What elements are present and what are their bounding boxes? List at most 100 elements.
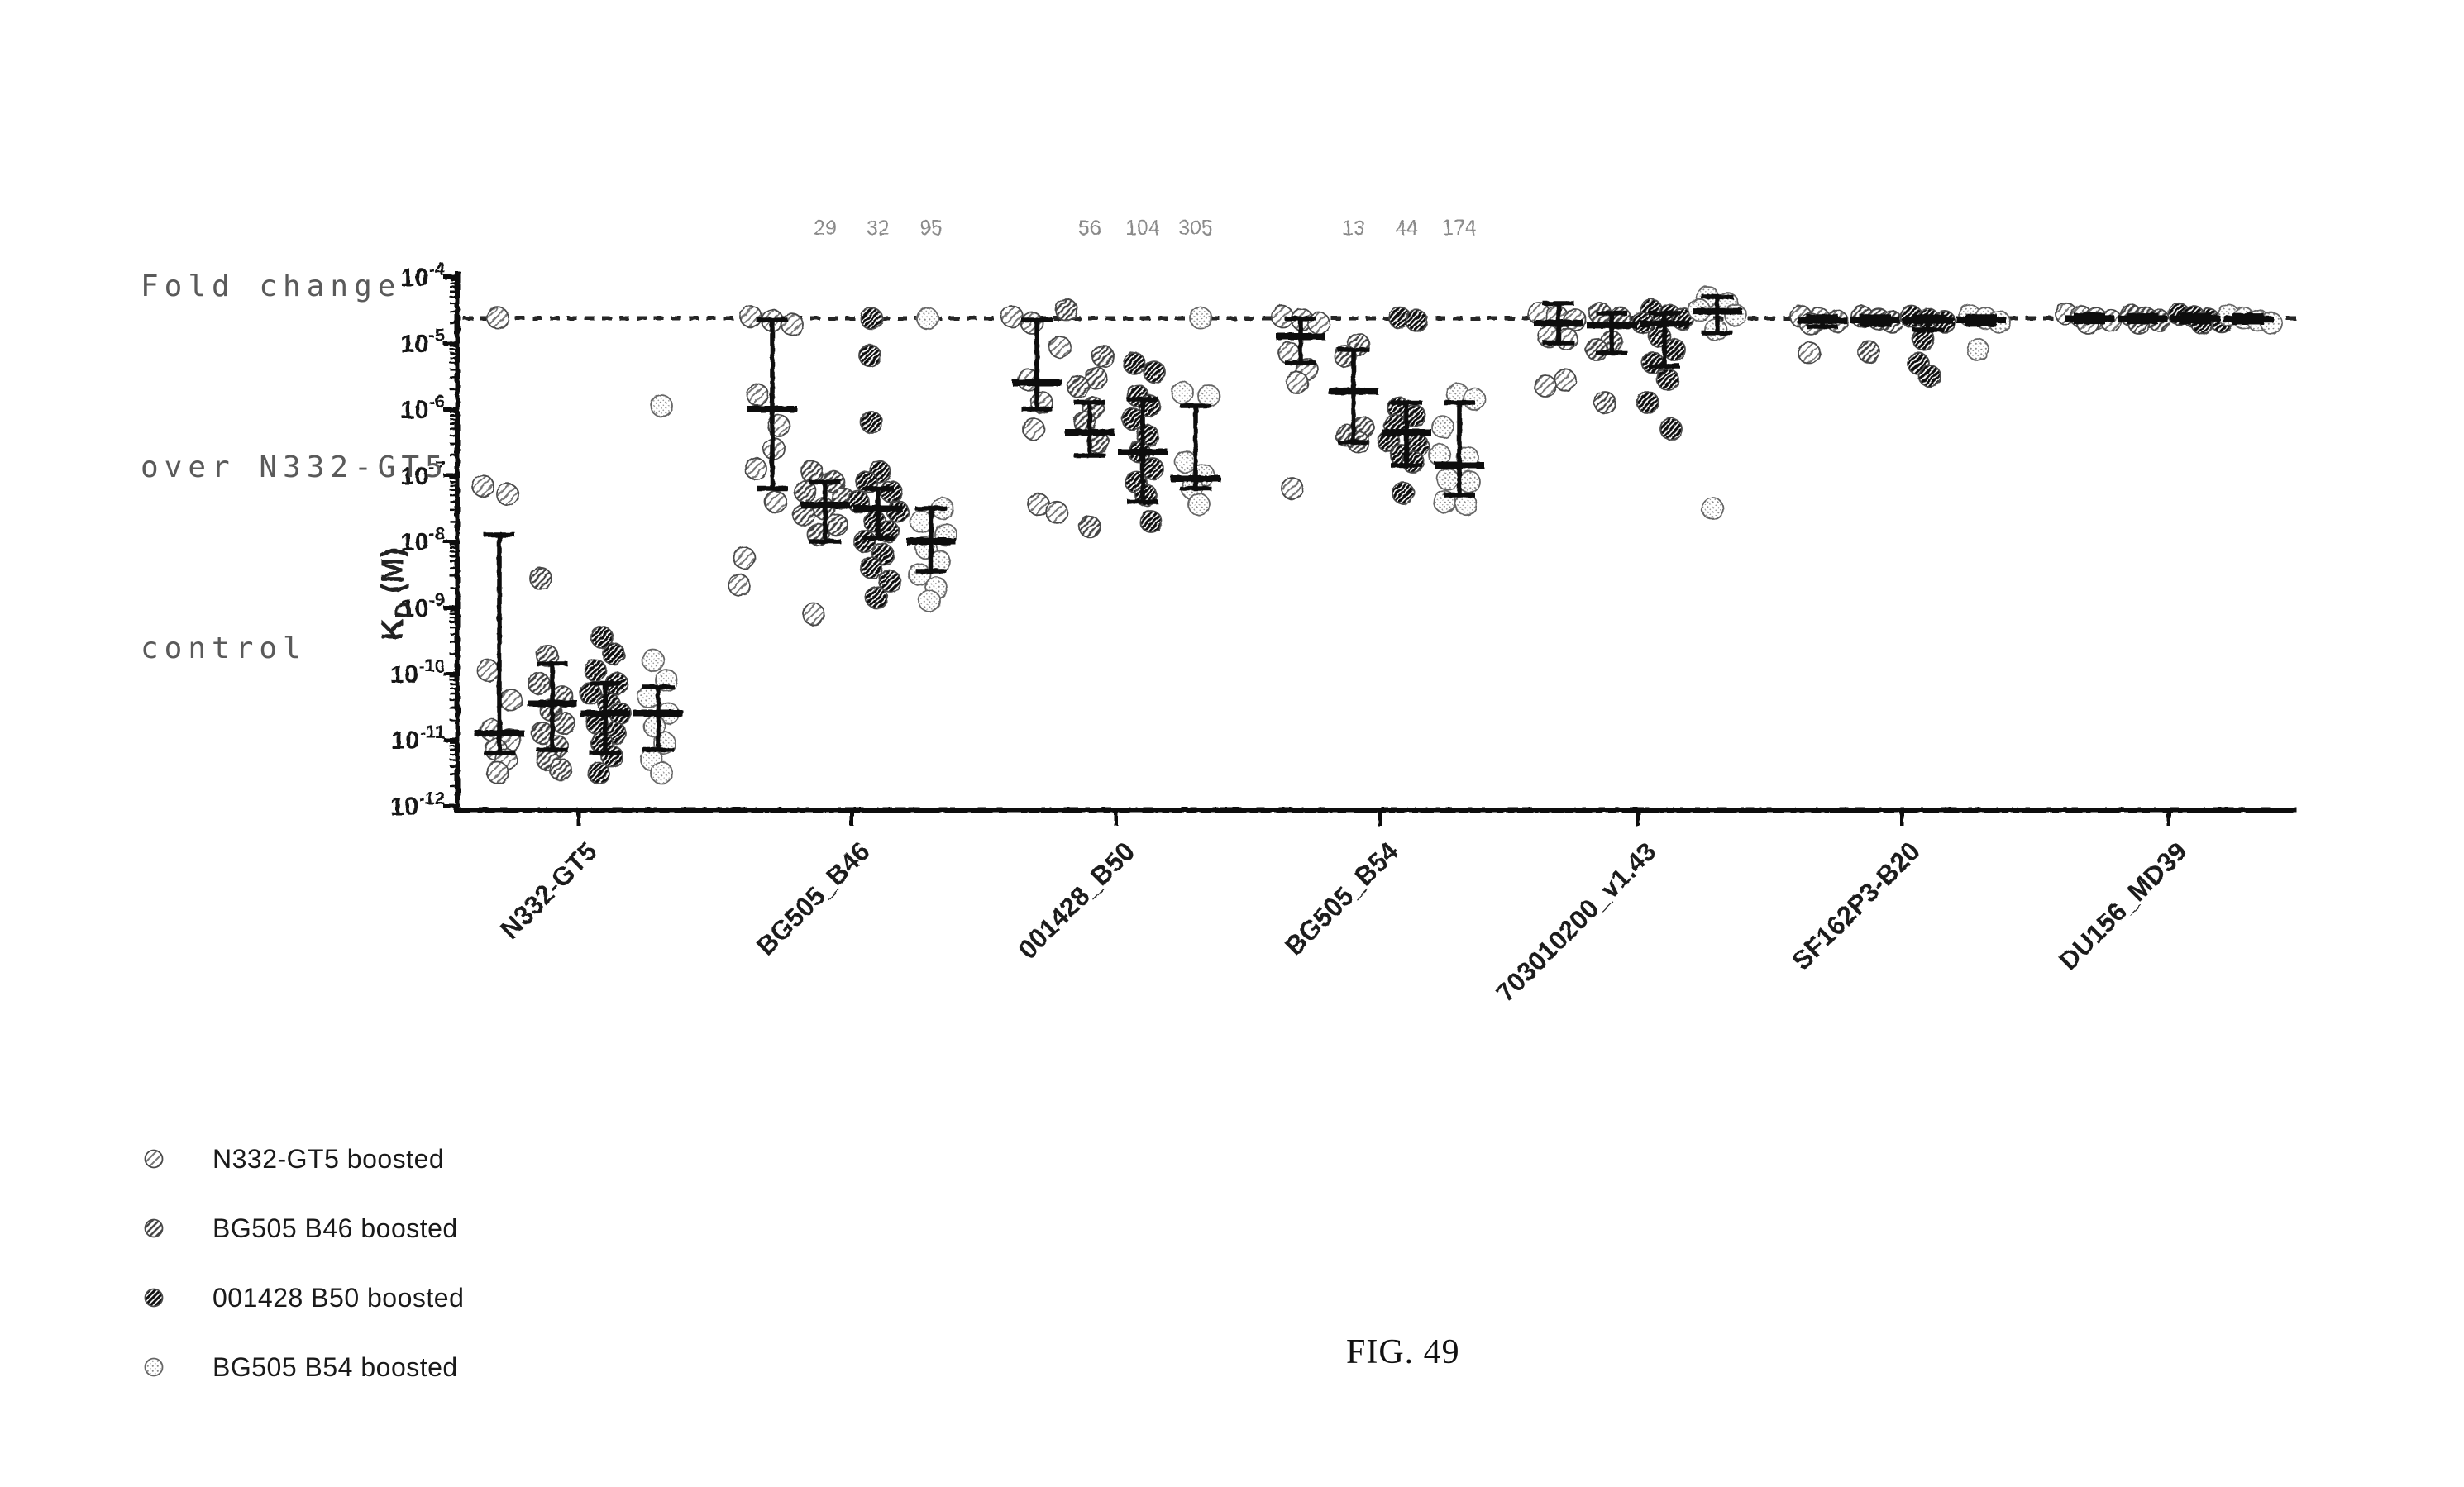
error-bar [1693,294,1742,336]
error-bar [2170,312,2220,325]
data-point [1636,391,1659,414]
data-point [1187,493,1211,517]
data-point [1663,338,1686,361]
data-point [1171,381,1194,404]
error-bar [1065,400,1115,458]
data-point [1431,415,1454,439]
fold-change-annotation: 95 [919,217,943,240]
data-point [1534,374,1557,398]
data-point [471,474,494,498]
error-bar [528,661,577,752]
data-point [800,460,824,484]
x-category-label: DU156_MD39 [2053,836,2193,975]
data-point [1656,368,1679,391]
data-point [1020,312,1043,335]
data-point [794,480,817,503]
data-point [746,383,769,407]
data-point [739,305,762,328]
error-bar [1956,314,2006,327]
data-point [1281,477,1304,500]
error-bar [2065,312,2114,325]
data-point [642,649,665,672]
data-point [853,530,876,553]
fold-change-annotation: 56 [1078,217,1101,240]
error-bar [1798,314,1847,329]
data-point [916,307,939,331]
data-point [1067,374,1090,398]
data-point [1701,497,1724,520]
data-point [860,307,883,331]
legend: N332-GT5 boosted BG505 B46 boosted 00142… [141,1124,464,1402]
data-point [1857,340,1880,364]
data-point [802,603,825,626]
data-point [1078,515,1101,539]
error-bar [1012,317,1062,412]
data-point [1000,305,1024,328]
data-point [1121,407,1144,431]
data-point [1458,470,1481,493]
data-point [1048,335,1072,359]
data-point [910,510,933,533]
data-point [728,573,751,597]
error-bar [800,479,850,544]
error-bar [1534,301,1583,346]
error-bar [1435,400,1484,498]
data-point [496,483,519,507]
data-point [781,312,804,336]
data-point [1123,351,1146,375]
x-category-label: SF162P3-B20 [1786,836,1926,975]
error-bar [580,681,630,755]
fold-change-annotation: 104 [1125,217,1160,240]
data-point [1174,450,1197,474]
data-point [1659,417,1683,441]
x-category-label: BG505_B54 [1279,836,1404,960]
error-bar [1276,316,1325,365]
data-point [764,490,787,513]
error-bar [1382,400,1431,468]
chart-title-line-2: over N332-GT5 [141,450,449,484]
data-point [1022,417,1045,441]
data-point [1463,388,1486,411]
legend-label: 001428 B50 boosted [212,1282,465,1313]
data-point [590,626,614,649]
data-point [918,589,941,612]
x-category-label: 001428_B50 [1012,836,1140,964]
error-bar [1640,311,1689,369]
y-tick-label: 10-11 [391,722,445,755]
data-point [529,566,552,590]
data-point [858,344,881,368]
error-bar [1118,397,1168,504]
data-point [476,659,499,682]
data-point [1139,510,1163,533]
error-bar [1850,314,1900,327]
x-category-label: BG505_B46 [751,836,876,960]
data-point [650,394,673,417]
data-point [1091,345,1115,368]
data-point [650,761,673,784]
chart-title-line-1: Fold change [141,269,402,303]
figure-caption: FIG. 49 [1346,1333,1460,1371]
fold-change-annotation: 44 [1395,217,1418,240]
fold-change-annotation: 29 [814,217,837,240]
data-point [499,689,523,712]
fold-change-annotation: 32 [867,217,890,240]
data-point [860,556,883,579]
legend-item-bg505-b54-boosted: BG505 B54 boosted [141,1332,464,1402]
error-bar [747,317,797,491]
data-point [1641,351,1664,374]
data-point [1966,338,1989,361]
legend-marker-stipple-icon [144,1357,164,1377]
data-point [860,411,883,434]
legend-item-n332-gt5-boosted: N332-GT5 boosted [141,1124,464,1194]
error-bar [853,486,903,541]
data-point [1143,360,1166,384]
data-point [1286,371,1309,394]
legend-marker-dark-hatch-icon [144,1288,164,1308]
data-point [733,546,756,570]
error-bar [1587,311,1636,355]
data-point [1405,308,1428,332]
legend-marker-medium-hatch-icon [144,1218,164,1238]
data-point [1307,312,1330,335]
legend-item-bg505-b46-boosted: BG505 B46 boosted [141,1194,464,1263]
